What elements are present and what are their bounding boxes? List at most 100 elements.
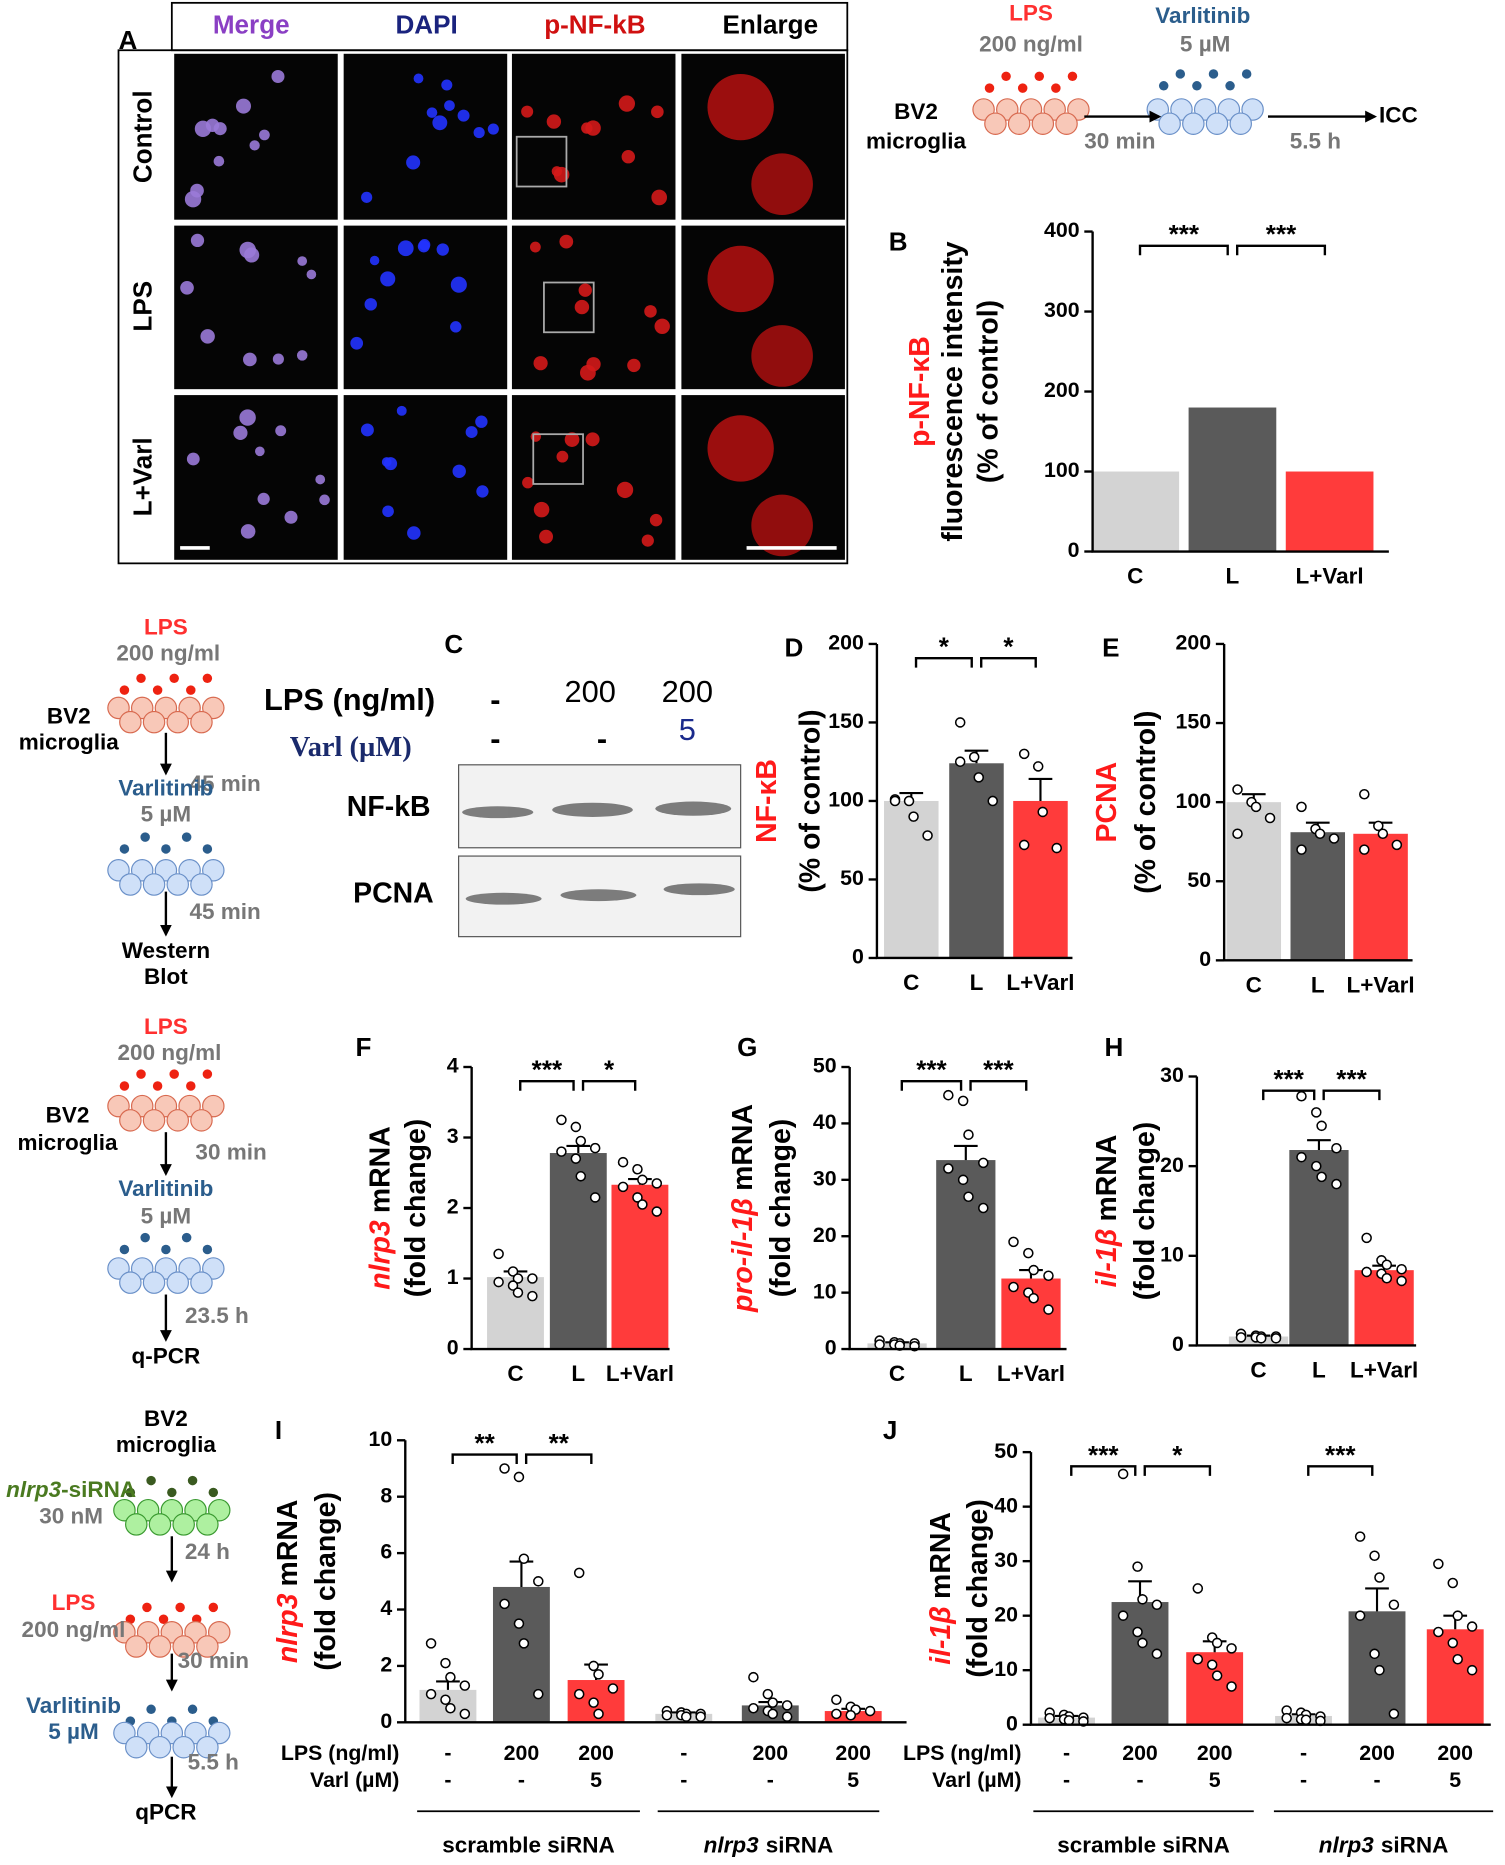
x-tick-label: 200	[1122, 1741, 1158, 1765]
data-point	[864, 1705, 876, 1717]
schematics	[107, 69, 1378, 1799]
label-part: scramble siRNA	[1057, 1833, 1230, 1858]
x-tick-label: -	[680, 1741, 687, 1765]
data-point	[1232, 828, 1243, 840]
column-header: DAPI	[395, 9, 457, 39]
data-point	[533, 1576, 544, 1587]
cell	[621, 149, 636, 164]
cell-icon	[142, 1271, 166, 1294]
data-point	[499, 1463, 510, 1474]
data-point	[1300, 1714, 1312, 1726]
y-tick-label: 4	[380, 1596, 392, 1620]
x-tick-label: L+Varl	[1350, 1358, 1418, 1383]
data-point	[513, 1471, 525, 1483]
cell	[559, 234, 574, 249]
schematic-text: microglia	[866, 129, 967, 154]
cell	[380, 271, 396, 287]
cell-icon	[148, 1513, 172, 1536]
panel-label: J	[883, 1415, 898, 1445]
data-point	[680, 1711, 692, 1722]
data-point	[1296, 1151, 1307, 1163]
y-axis-label: p-NF-κB	[903, 336, 935, 447]
cell	[255, 446, 265, 457]
cell-icon	[172, 1635, 195, 1658]
data-point	[440, 1657, 451, 1669]
data-point	[963, 1191, 974, 1203]
reagent-dot	[202, 844, 213, 854]
panel-label: A	[119, 25, 138, 55]
data-point	[1008, 1281, 1019, 1293]
schematic-text: microglia	[19, 729, 120, 754]
cell	[235, 98, 252, 114]
data-point	[1281, 1712, 1292, 1724]
y-tick-label: 50	[813, 1054, 837, 1078]
sig-bracket	[914, 656, 973, 668]
schematic-text: LPS	[1009, 1, 1053, 26]
x-tick-label: -	[767, 1768, 774, 1792]
y-axis-label: (fold change)	[961, 1499, 993, 1678]
data-point	[1316, 1171, 1327, 1183]
blot-condition: 5	[679, 712, 696, 747]
cell-enlarged	[751, 153, 813, 215]
sig-bracket	[1235, 244, 1327, 256]
band-label: NF-kB	[347, 791, 431, 823]
data-point	[957, 1174, 969, 1186]
data-point	[1396, 1263, 1407, 1275]
schematic-text: Blot	[144, 964, 188, 989]
cell-icon	[196, 1735, 219, 1759]
cell-enlarged	[751, 325, 813, 387]
data-point	[1043, 1270, 1054, 1281]
sig-label: ***	[1336, 1064, 1367, 1094]
y-axis-label: nlrp3 mRNA	[272, 1500, 304, 1664]
row-label: LPS (ng/ml)	[281, 1741, 399, 1765]
panel-label: E	[1102, 633, 1119, 663]
data-point	[440, 1694, 451, 1706]
data-point	[512, 1287, 524, 1298]
blot-condition: 200	[564, 674, 615, 709]
label-part: nlrp3	[272, 1593, 304, 1663]
column-header: Merge	[213, 9, 290, 39]
cell	[360, 423, 374, 437]
cell	[413, 73, 424, 84]
x-tick-label: 5	[1449, 1768, 1461, 1792]
x-tick-label: 200	[1437, 1741, 1473, 1765]
label-part: mRNA	[925, 1512, 957, 1599]
data-point	[1433, 1626, 1444, 1638]
schematic-text: BV2	[47, 703, 91, 728]
y-tick-label: 0	[1006, 1711, 1018, 1735]
cell-icon	[1205, 112, 1229, 135]
x-tick-label: 200	[835, 1741, 871, 1765]
schematic-text: 200 ng/ml	[116, 641, 220, 666]
x-tick-label: 200	[1359, 1741, 1395, 1765]
data-point	[445, 1671, 456, 1683]
cell	[618, 95, 636, 112]
x-tick-label: C	[507, 1361, 523, 1386]
y-tick-label: 0	[1172, 1332, 1184, 1356]
bar	[1013, 800, 1068, 958]
reagent-dot	[140, 832, 150, 842]
cell	[522, 476, 534, 489]
reagent-dot	[146, 1704, 156, 1715]
cell-icon	[190, 1271, 213, 1294]
micrograph	[511, 395, 676, 560]
data-point	[1359, 788, 1370, 800]
data-point	[1250, 801, 1262, 813]
x-tick-label: -	[444, 1768, 451, 1792]
data-point	[781, 1711, 793, 1722]
y-axis-label: nlrp3 mRNA	[364, 1126, 396, 1290]
data-point	[507, 1280, 519, 1291]
data-point	[425, 1638, 437, 1649]
data-point	[518, 1553, 530, 1565]
y-axis-label: il-1β mRNA	[1091, 1135, 1123, 1288]
schematic-text: 5 µM	[48, 1719, 98, 1744]
cell	[296, 350, 308, 361]
data-point	[1452, 1654, 1463, 1665]
sig-label: *	[939, 632, 950, 662]
sig-bracket	[1322, 1089, 1381, 1101]
cell-icon	[119, 710, 142, 734]
sig-bracket	[980, 656, 1037, 668]
data-point	[1226, 1681, 1237, 1692]
data-point	[1388, 1708, 1400, 1720]
schematic-text: q-PCR	[132, 1343, 201, 1368]
cell	[649, 513, 663, 527]
